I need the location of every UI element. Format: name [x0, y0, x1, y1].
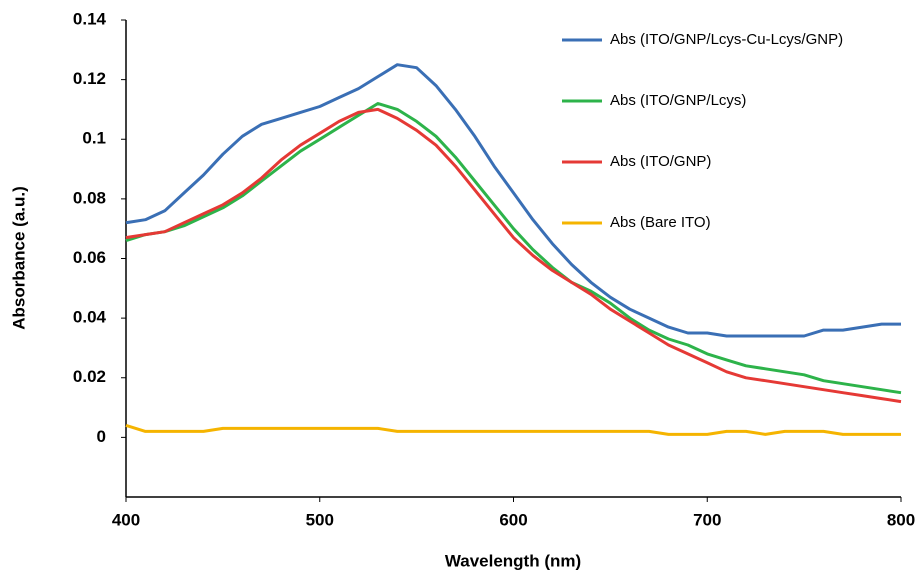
y-tick-label: 0 [97, 427, 106, 446]
legend-label: Abs (Bare ITO) [610, 214, 711, 231]
x-axis-label: Wavelength (nm) [445, 551, 581, 570]
y-tick-label: 0.02 [73, 367, 106, 386]
series-line [125, 107, 902, 404]
y-tick-label: 0.08 [73, 188, 106, 207]
series-line [125, 63, 901, 338]
series-line [125, 423, 901, 436]
y-tick-label: 0.12 [73, 69, 106, 88]
x-tick-label: 500 [306, 510, 334, 529]
y-tick-label: 0.06 [73, 248, 106, 267]
x-tick-label: 600 [499, 510, 527, 529]
y-axis-label: Absorbance (a.u.) [9, 186, 28, 330]
legend-label: Abs (ITO/GNP/Lcys-Cu-Lcys/GNP) [610, 31, 843, 48]
y-tick-label: 0.04 [73, 308, 107, 327]
x-tick-label: 400 [112, 510, 140, 529]
y-tick-label: 0.14 [73, 9, 107, 28]
x-tick-label: 800 [887, 510, 915, 529]
legend-label: Abs (ITO/GNP/Lcys) [610, 92, 746, 109]
series-line [125, 102, 902, 395]
legend-label: Abs (ITO/GNP) [610, 153, 711, 170]
y-tick-label: 0.1 [82, 129, 106, 148]
x-tick-label: 700 [693, 510, 721, 529]
